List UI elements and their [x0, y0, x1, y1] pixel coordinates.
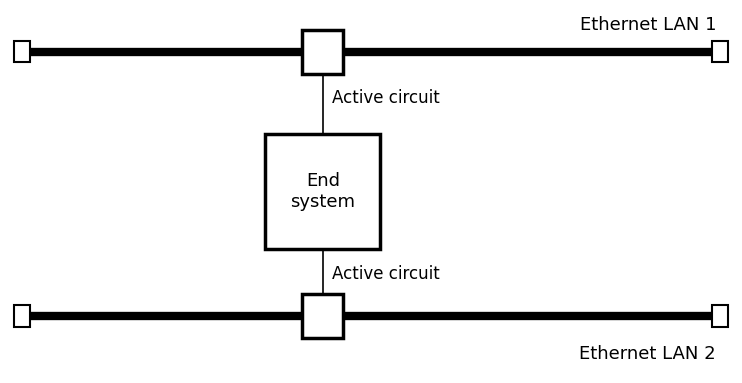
Text: End
system: End system: [290, 172, 355, 211]
Bar: [303, 294, 343, 338]
Bar: [14, 306, 30, 326]
Bar: [266, 134, 380, 249]
Bar: [712, 41, 728, 62]
Text: Active circuit: Active circuit: [332, 265, 440, 283]
Bar: [712, 306, 728, 326]
Text: Active circuit: Active circuit: [332, 89, 440, 106]
Text: Ethernet LAN 2: Ethernet LAN 2: [580, 345, 716, 363]
Text: Ethernet LAN 1: Ethernet LAN 1: [580, 16, 716, 34]
Bar: [14, 41, 30, 62]
Bar: [303, 30, 343, 74]
